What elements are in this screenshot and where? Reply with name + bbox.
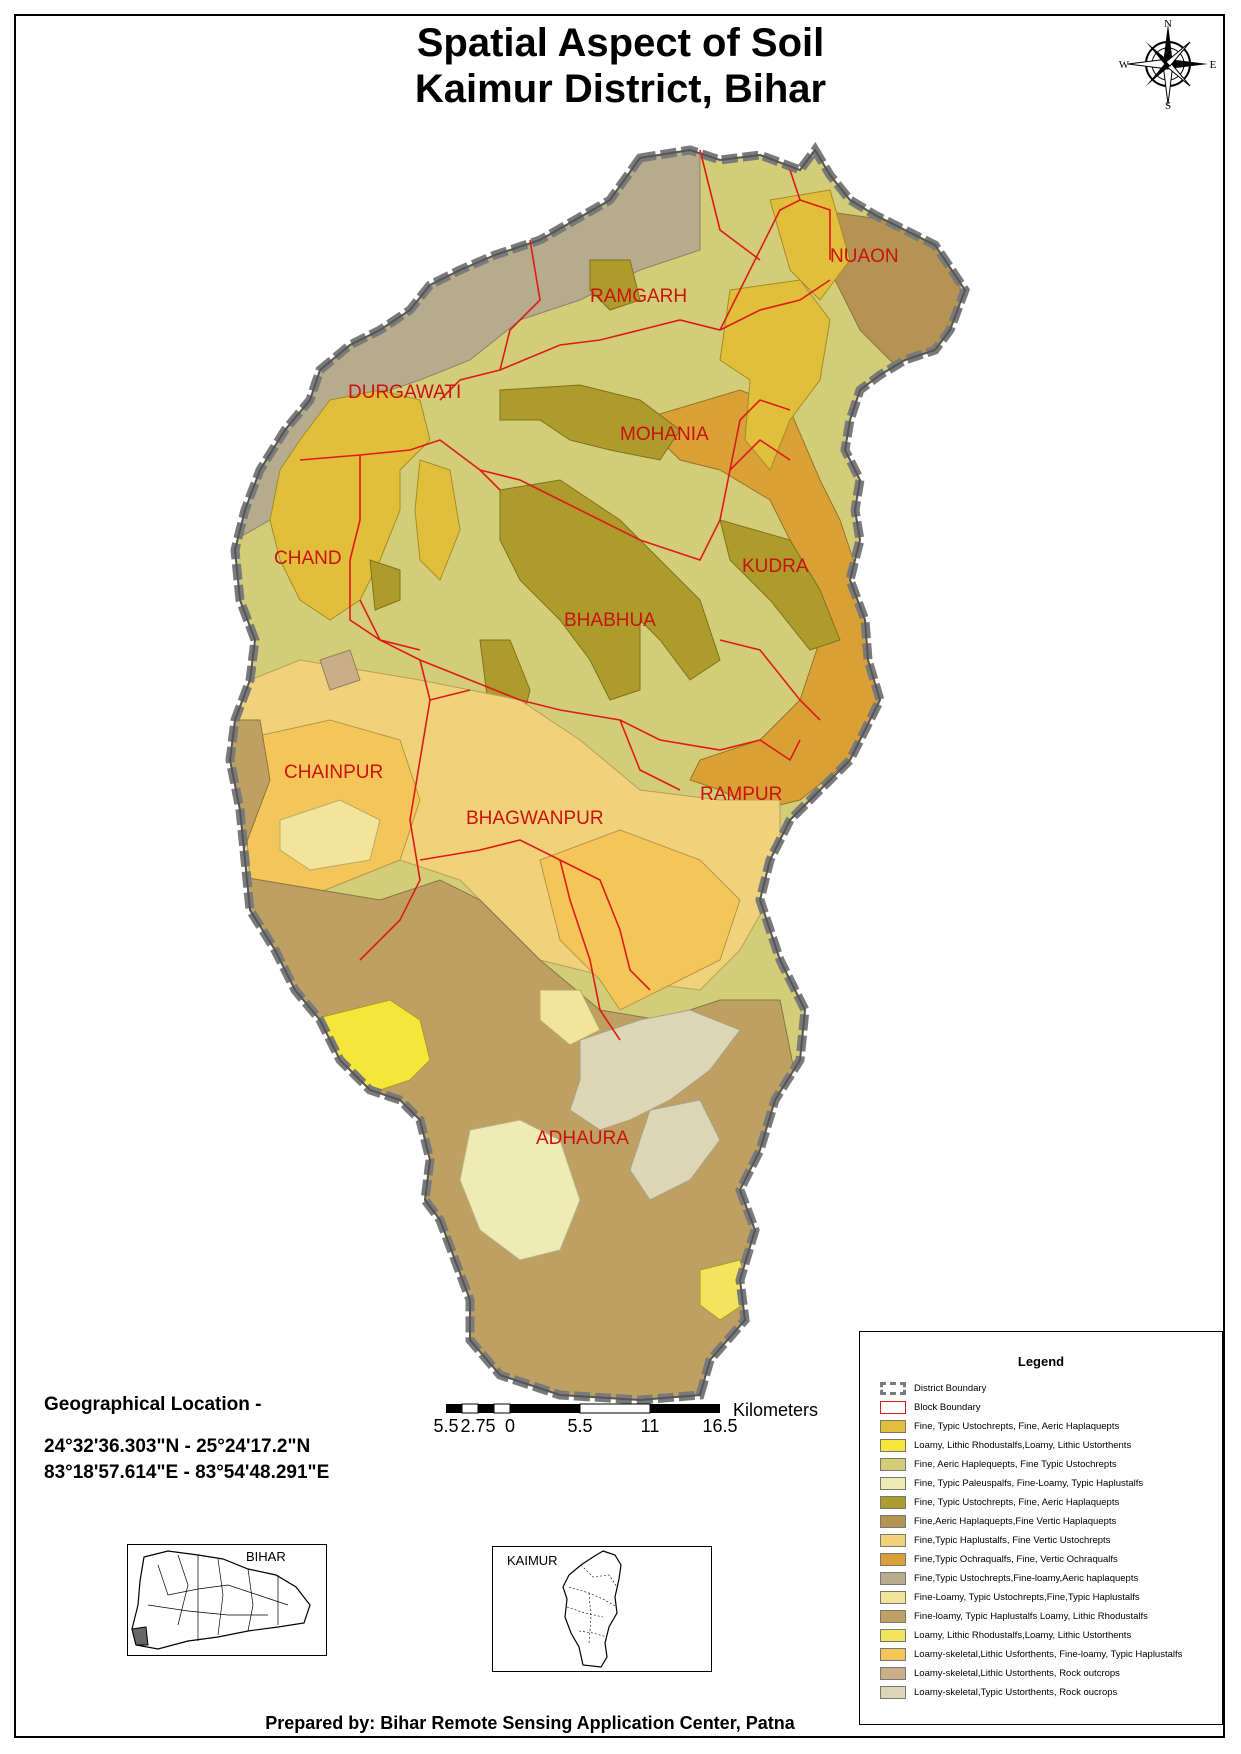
legend-swatch xyxy=(880,1438,906,1452)
geo-location-longitude: 83°18'57.614"E - 83°54'48.291"E xyxy=(44,1462,330,1483)
legend-label: Loamy, Lithic Rhodustalfs,Loamy, Lithic … xyxy=(914,1629,1132,1641)
legend-item: Fine,Typic Ustochrepts,Fine-loamy,Aeric … xyxy=(880,1570,1138,1586)
legend-item: Fine-loamy, Typic Haplustalfs Loamy, Lit… xyxy=(880,1608,1148,1624)
bihar-inset-label: BIHAR xyxy=(246,1549,286,1564)
scale-tick-label: 16.5 xyxy=(702,1416,737,1436)
block-label-mohania: MOHANIA xyxy=(620,424,709,445)
legend-item: Fine-Loamy, Typic Ustochrepts,Fine,Typic… xyxy=(880,1589,1140,1605)
legend-item: Loamy, Lithic Rhodustalfs,Loamy, Lithic … xyxy=(880,1627,1131,1643)
scale-tick-label: 5.5 xyxy=(567,1416,592,1436)
legend-swatch xyxy=(880,1533,906,1547)
legend-swatch xyxy=(880,1666,906,1680)
legend-item: District Boundary xyxy=(880,1380,986,1396)
map-legend: Legend District Boundary Block Boundary … xyxy=(859,1331,1223,1725)
district-boundary-swatch xyxy=(880,1381,906,1395)
map-frame xyxy=(14,14,1225,1738)
legend-item: Fine, Typic Paleuspalfs, Fine-Loamy, Typ… xyxy=(880,1475,1143,1491)
geo-location-heading: Geographical Location - xyxy=(44,1394,262,1415)
legend-swatch xyxy=(880,1552,906,1566)
credit-line: Prepared by: Bihar Remote Sensing Applic… xyxy=(265,1713,795,1733)
compass-west-label: W xyxy=(1119,59,1130,71)
compass-south-label: S xyxy=(1165,100,1171,110)
legend-swatch xyxy=(880,1514,906,1528)
block-label-kudra: KUDRA xyxy=(742,556,809,577)
soil-polygons xyxy=(230,150,965,1400)
legend-swatch xyxy=(880,1571,906,1585)
legend-item: Fine, Aeric Haplequepts, Fine Typic Usto… xyxy=(880,1456,1117,1472)
legend-label: Block Boundary xyxy=(914,1401,981,1413)
bihar-inset-map: BIHAR xyxy=(127,1544,327,1656)
scale-tick-label: 0 xyxy=(505,1416,515,1436)
block-label-adhaura: ADHAURA xyxy=(536,1128,629,1149)
legend-label: Fine, Typic Paleuspalfs, Fine-Loamy, Typ… xyxy=(914,1477,1144,1489)
compass-east-label: E xyxy=(1210,59,1217,71)
legend-item: Loamy-skeletal,Typic Ustorthents, Rock o… xyxy=(880,1684,1117,1700)
legend-label: Fine-Loamy, Typic Ustochrepts,Fine,Typic… xyxy=(914,1591,1140,1603)
legend-item: Loamy-skeletal,Lithic Ustorthents, Rock … xyxy=(880,1665,1120,1681)
legend-swatch xyxy=(880,1495,906,1509)
legend-swatch xyxy=(880,1609,906,1623)
legend-swatch xyxy=(880,1590,906,1604)
scale-tick-label: 11 xyxy=(641,1416,660,1436)
block-label-rampur: RAMPUR xyxy=(700,784,782,805)
scale-unit-label: Kilometers xyxy=(733,1400,818,1420)
legend-label: Loamy-skeletal,Lithic Ustorthents, Rock … xyxy=(914,1667,1120,1679)
north-arrow-compass: N S W E xyxy=(1119,18,1217,110)
compass-north-label: N xyxy=(1164,18,1172,30)
legend-swatch xyxy=(880,1419,906,1433)
block-boundary-swatch xyxy=(880,1400,906,1414)
legend-item: Fine,Aeric Haplaquepts,Fine Vertic Hapla… xyxy=(880,1513,1116,1529)
legend-item: Fine,Typic Haplustalfs, Fine Vertic Usto… xyxy=(880,1532,1110,1548)
kaimur-outline xyxy=(562,1550,622,1668)
legend-item: Fine, Typic Ustochrepts, Fine, Aeric Hap… xyxy=(880,1494,1119,1510)
legend-swatch xyxy=(880,1628,906,1642)
block-label-bhabhua: BHABHUA xyxy=(564,610,656,631)
legend-label: District Boundary xyxy=(914,1382,987,1394)
block-label-chainpur: CHAINPUR xyxy=(284,762,383,783)
scale-bar: 5.5 2.75 0 5.5 11 16.5 Kilometers xyxy=(433,1400,818,1436)
block-label-ramgarh: RAMGARH xyxy=(590,286,687,307)
legend-item: Fine, Typic Ustochrepts, Fine, Aeric Hap… xyxy=(880,1418,1119,1434)
map-title-line1: Spatial Aspect of Soil xyxy=(416,21,825,65)
block-boundaries xyxy=(299,149,831,1041)
legend-label: Loamy, Lithic Rhodustalfs,Loamy, Lithic … xyxy=(914,1439,1132,1451)
legend-label: Loamy-skeletal,Typic Ustorthents, Rock o… xyxy=(914,1686,1118,1698)
legend-item: Loamy-skeletal,Lithic Usforthents, Fine-… xyxy=(880,1646,1182,1662)
geo-location-latitude: 24°32'36.303"N - 25°24'17.2"N xyxy=(44,1436,311,1457)
legend-label: Fine-loamy, Typic Haplustalfs Loamy, Lit… xyxy=(914,1610,1148,1622)
scale-tick-label: 5.5 xyxy=(433,1416,458,1436)
legend-label: Fine, Typic Ustochrepts, Fine, Aeric Hap… xyxy=(914,1496,1120,1508)
legend-item: Block Boundary xyxy=(880,1399,981,1415)
map-title-line2: Kaimur District, Bihar xyxy=(414,67,827,111)
scale-tick-label: 2.75 xyxy=(460,1416,495,1436)
block-label-chand: CHAND xyxy=(274,548,342,569)
legend-label: Fine, Aeric Haplequepts, Fine Typic Usto… xyxy=(914,1458,1117,1470)
legend-swatch xyxy=(880,1476,906,1490)
block-label-bhagwanpur: BHAGWANPUR xyxy=(466,808,604,829)
legend-label: Fine,Aeric Haplaquepts,Fine Vertic Hapla… xyxy=(914,1515,1117,1527)
kaimur-inset-map: KAIMUR xyxy=(492,1546,712,1672)
legend-label: Fine, Typic Ustochrepts, Fine, Aeric Hap… xyxy=(914,1420,1120,1432)
legend-label: Loamy-skeletal,Lithic Usforthents, Fine-… xyxy=(914,1648,1183,1660)
legend-label: Fine,Typic Ustochrepts,Fine-loamy,Aeric … xyxy=(914,1572,1139,1584)
legend-item: Loamy, Lithic Rhodustalfs,Loamy, Lithic … xyxy=(880,1437,1131,1453)
legend-label: Fine,Typic Ochraqualfs, Fine, Vertic Och… xyxy=(914,1553,1118,1565)
legend-label: Fine,Typic Haplustalfs, Fine Vertic Usto… xyxy=(914,1534,1111,1546)
legend-swatch xyxy=(880,1685,906,1699)
legend-title: Legend xyxy=(1017,1354,1065,1369)
block-label-nuaon: NUAON xyxy=(830,246,899,267)
kaimur-inset-label: KAIMUR xyxy=(507,1553,558,1568)
legend-swatch xyxy=(880,1457,906,1471)
legend-item: Fine,Typic Ochraqualfs, Fine, Vertic Och… xyxy=(880,1551,1118,1567)
bihar-outline xyxy=(131,1550,311,1650)
block-label-durgawati: DURGAWATI xyxy=(348,382,461,403)
legend-swatch xyxy=(880,1647,906,1661)
